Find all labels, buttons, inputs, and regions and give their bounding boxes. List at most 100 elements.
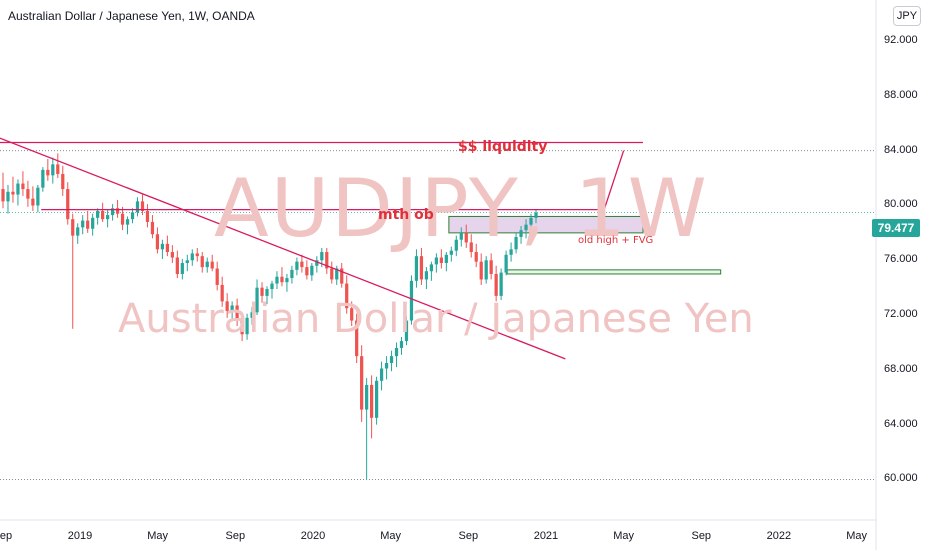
candle-body <box>1 189 5 202</box>
candle-body <box>509 249 513 255</box>
candle-body <box>130 212 135 220</box>
candle-body <box>479 261 483 280</box>
last-price-tag: 79.477 <box>872 219 920 237</box>
candle-body <box>230 305 234 311</box>
candle-body <box>26 189 30 199</box>
candle-body <box>260 287 264 296</box>
candle-body <box>514 236 518 250</box>
price-tick-label: 92.000 <box>884 34 918 47</box>
candle-body <box>409 280 414 321</box>
candle-body <box>389 356 394 364</box>
zone-green <box>506 269 722 275</box>
candle-body <box>335 268 339 280</box>
candle-body <box>360 356 364 410</box>
candle-body <box>155 234 160 250</box>
drawing-line <box>0 137 566 360</box>
candle-body <box>414 256 419 281</box>
time-tick-label: May <box>147 530 169 542</box>
drawings-layer <box>0 137 644 360</box>
time-tick-label: 2019 <box>67 530 93 542</box>
candle-body <box>494 273 498 296</box>
candle-body <box>320 252 324 261</box>
candle-body <box>175 257 179 274</box>
time-tick-label: 2021 <box>533 530 559 542</box>
price-tick-label: 68.000 <box>884 362 918 375</box>
candle-body <box>220 284 224 302</box>
time-tick-label: May <box>613 530 634 542</box>
candle-body <box>160 243 165 250</box>
candle-body <box>11 191 15 195</box>
price-tick-label: 72.000 <box>884 308 918 321</box>
candle-body <box>444 254 448 264</box>
candle-body <box>280 276 284 283</box>
candle-body <box>330 268 334 280</box>
time-tick-label: Sep <box>0 530 13 542</box>
horizontal-levels <box>0 150 876 480</box>
candle-body <box>340 268 344 284</box>
candle-body <box>210 261 214 269</box>
annotation-zone-label: old high + FVG <box>578 235 654 246</box>
candle-body <box>21 183 25 190</box>
candle-body <box>374 380 379 418</box>
time-tick-label: Sep <box>458 530 479 542</box>
time-tick-label: Sep <box>691 530 712 542</box>
candle-body <box>315 260 319 266</box>
candle-body <box>419 256 424 280</box>
time-tick-label: May <box>846 530 867 542</box>
annotation-liquidity: $$ liquidity <box>458 139 548 155</box>
candle-body <box>205 261 209 268</box>
candle-body <box>185 260 189 264</box>
candle-body <box>140 201 145 211</box>
candle-body <box>489 260 493 274</box>
candle-body <box>275 276 279 284</box>
candle-body <box>225 301 229 311</box>
candle-body <box>145 210 150 222</box>
time-tick-label: Sep <box>225 530 246 542</box>
candle-body <box>215 268 219 285</box>
candle-body <box>170 252 174 258</box>
candle-body <box>51 164 55 176</box>
candle-body <box>499 272 503 296</box>
candle-body <box>56 164 60 174</box>
candle-body <box>529 217 533 225</box>
price-tick-label: 84.000 <box>884 143 918 156</box>
candle-body <box>459 232 463 240</box>
candle-body <box>110 208 115 216</box>
candle-body <box>66 189 70 220</box>
candle-body <box>125 219 130 225</box>
candle-body <box>310 265 314 276</box>
candle-body <box>484 260 488 280</box>
time-tick-label: 2020 <box>300 530 326 542</box>
candle-body <box>245 317 249 335</box>
candle-body <box>384 363 389 369</box>
candle-body <box>365 384 369 410</box>
candle-body <box>355 320 359 357</box>
candle-body <box>96 210 100 218</box>
currency-button[interactable]: JPY <box>893 6 921 26</box>
candle-body <box>439 257 443 264</box>
candle-body <box>519 230 523 237</box>
candle-body <box>120 213 125 225</box>
candle-body <box>46 169 50 176</box>
price-tick-label: 88.000 <box>884 88 918 101</box>
candle-body <box>270 283 274 290</box>
candle-body <box>115 208 120 214</box>
candle-body <box>180 263 184 274</box>
candle-body <box>6 191 10 202</box>
watermark-description: Australian Dollar / Japanese Yen <box>118 296 754 342</box>
drawing-line <box>603 150 625 210</box>
candle-body <box>41 169 45 188</box>
candle-body <box>434 257 438 265</box>
candle-body <box>61 173 65 190</box>
candle-body <box>105 215 110 220</box>
candle-body <box>369 384 374 418</box>
candle-body <box>504 254 508 273</box>
candle-body <box>454 239 458 251</box>
candle-body <box>195 253 199 257</box>
time-tick-label: May <box>380 530 402 542</box>
candle-body <box>424 271 429 280</box>
candle-body <box>300 261 304 268</box>
candle-body <box>534 212 538 218</box>
candle-body <box>235 305 239 321</box>
